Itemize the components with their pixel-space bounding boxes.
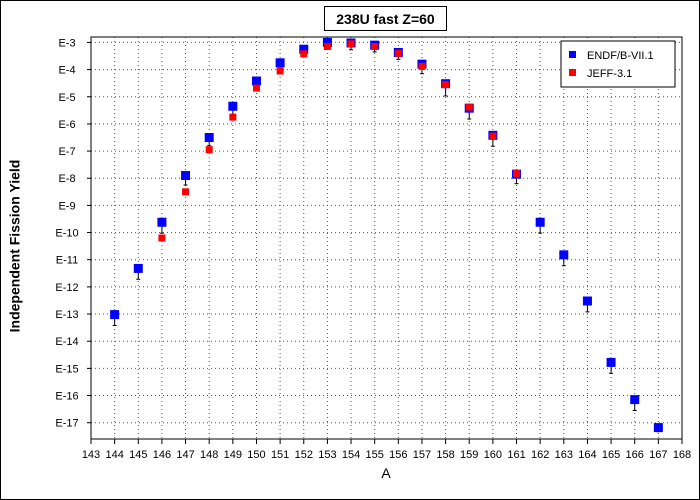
- data-point: [300, 50, 308, 58]
- x-tick-label: 144: [105, 449, 123, 461]
- data-point: [489, 132, 497, 140]
- data-point: [204, 133, 214, 142]
- legend-box: [560, 40, 676, 88]
- data-point: [513, 169, 521, 177]
- y-tick-label: E-14: [55, 336, 78, 348]
- legend-label: ENDF/B-VII.1: [587, 50, 654, 62]
- x-tick-label: 166: [626, 449, 644, 461]
- x-tick-label: 147: [176, 449, 194, 461]
- x-tick-label: 149: [224, 449, 242, 461]
- x-tick-label: 156: [389, 449, 407, 461]
- data-point: [181, 171, 191, 181]
- x-tick-label: 157: [413, 449, 431, 461]
- x-tick-label: 143: [82, 449, 100, 461]
- x-tick-label: 151: [271, 449, 289, 461]
- x-tick-label: 150: [247, 449, 265, 461]
- y-tick-label: E-6: [58, 119, 75, 131]
- x-tick-label: 146: [153, 449, 171, 461]
- y-tick-label: E-16: [55, 391, 78, 403]
- plot-border: [90, 36, 683, 440]
- x-axis-label: A: [381, 465, 391, 481]
- x-tick-label: 167: [649, 449, 667, 461]
- x-tick-label: 164: [578, 449, 596, 461]
- data-point: [229, 113, 237, 121]
- data-point: [418, 62, 426, 70]
- legend-label: JEFF-3.1: [587, 68, 632, 80]
- x-tick-label: 148: [200, 449, 218, 461]
- y-tick-label: E-3: [58, 37, 75, 49]
- y-tick-label: E-5: [58, 92, 75, 104]
- data-point: [559, 250, 569, 260]
- x-tick-label: 161: [507, 449, 525, 461]
- legend-marker: [569, 69, 576, 76]
- data-point: [251, 76, 261, 86]
- data-point: [606, 357, 616, 367]
- data-point: [394, 49, 402, 57]
- x-tick-label: 158: [436, 449, 454, 461]
- x-tick-label: 165: [602, 449, 620, 461]
- x-tick-label: 163: [555, 449, 573, 461]
- y-tick-label: E-12: [55, 282, 78, 294]
- legend-marker: [569, 51, 576, 58]
- x-tick-label: 168: [673, 449, 691, 461]
- data-point: [276, 67, 284, 75]
- data-point: [157, 217, 167, 227]
- data-point: [110, 310, 120, 320]
- data-point: [228, 101, 238, 111]
- data-point: [275, 58, 285, 68]
- data-point: [535, 217, 545, 227]
- y-tick-label: E-11: [56, 255, 78, 267]
- y-tick-label: E-15: [55, 363, 78, 375]
- data-point: [322, 37, 332, 47]
- y-tick-label: E-8: [58, 173, 75, 185]
- data-point: [442, 81, 450, 89]
- x-tick-label: 159: [460, 449, 478, 461]
- data-point: [158, 234, 166, 242]
- data-point: [133, 263, 143, 273]
- data-point: [653, 423, 663, 433]
- data-point: [371, 43, 379, 51]
- data-point: [252, 84, 260, 92]
- x-tick-label: 155: [366, 449, 384, 461]
- data-point: [205, 146, 213, 154]
- y-tick-label: E-4: [58, 65, 75, 77]
- y-tick-label: E-13: [55, 309, 78, 321]
- x-tick-label: 154: [342, 449, 360, 461]
- data-point: [630, 395, 640, 405]
- y-tick-label: E-17: [55, 418, 78, 430]
- data-point: [465, 103, 473, 111]
- y-tick-label: E-10: [55, 228, 78, 240]
- data-point: [182, 188, 190, 196]
- x-tick-label: 153: [318, 449, 336, 461]
- x-tick-label: 152: [295, 449, 313, 461]
- x-tick-label: 160: [484, 449, 502, 461]
- data-point: [347, 40, 355, 48]
- chart-title: 238U fast Z=60: [324, 6, 447, 31]
- y-tick-label: E-7: [58, 146, 75, 158]
- data-point: [323, 43, 331, 51]
- data-point: [582, 296, 592, 306]
- x-tick-label: 145: [129, 449, 147, 461]
- y-tick-label: E-9: [58, 200, 75, 212]
- data-point: [299, 44, 309, 54]
- x-tick-label: 162: [531, 449, 549, 461]
